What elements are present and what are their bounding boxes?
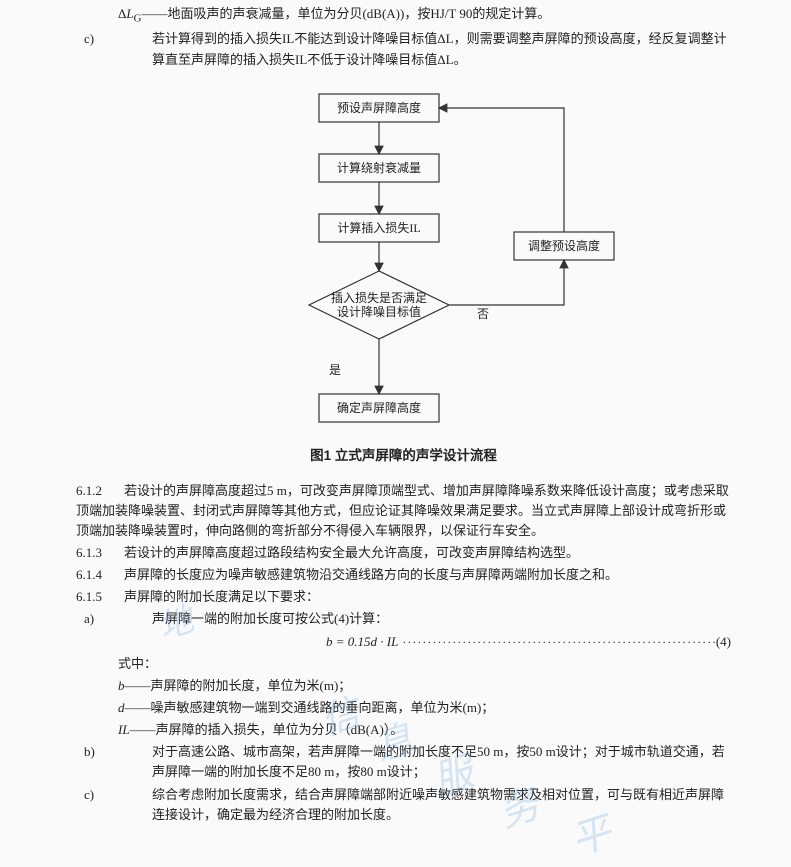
svg-text:预设声屏障高度: 预设声屏障高度 xyxy=(336,100,420,115)
svg-text:确定声屏障高度: 确定声屏障高度 xyxy=(336,400,420,415)
node-adjust-height: 调整预设高度 xyxy=(514,232,614,260)
svg-text:计算绕射衰减量: 计算绕射衰减量 xyxy=(336,160,420,175)
document-page: ΔLG——地面吸声的声衰减量，单位为分贝(dB(A))，按HJ/T 90的规定计… xyxy=(0,0,791,857)
item-615-a: a)声屏障一端的附加长度可按公式(4)计算： xyxy=(152,609,731,629)
formula-expr: b = 0.15d · IL xyxy=(326,632,398,652)
para-6-1-4: 6.1.4声屏障的长度应为噪声敏感建筑物沿交通线路方向的长度与声屏障两端附加长度… xyxy=(76,565,731,585)
node-preset-height: 预设声屏障高度 xyxy=(319,94,439,122)
label-no: 否 xyxy=(477,307,489,321)
formula-4: b = 0.15d · IL ·························… xyxy=(76,632,731,652)
definition-LG: ΔLG——地面吸声的声衰减量，单位为分贝(dB(A))，按HJ/T 90的规定计… xyxy=(118,4,731,27)
def-LG-text: ——地面吸声的声衰减量，单位为分贝(dB(A))，按HJ/T 90的规定计算。 xyxy=(141,6,550,21)
formula-dots: ········································… xyxy=(398,633,715,652)
label-yes: 是 xyxy=(329,363,341,377)
node-decision: 插入损失是否满足 设计降噪目标值 xyxy=(309,271,449,339)
item-615-c: c)综合考虑附加长度需求，结合声屏障端部附近噪声敏感建筑物需求及相对位置，可与既… xyxy=(152,785,731,825)
node-calc-il: 计算插入损失IL xyxy=(319,214,439,242)
where-label: 式中： xyxy=(118,654,731,674)
item-c-text: 若计算得到的插入损失IL不能达到设计降噪目标值ΔL，则需要调整声屏障的预设高度，… xyxy=(152,31,727,66)
edge-4-5 xyxy=(449,260,564,305)
def-d: d——噪声敏感建筑物一端到交通线路的垂向距离，单位为米(m)； xyxy=(118,698,731,718)
para-6-1-5: 6.1.5声屏障的附加长度满足以下要求： xyxy=(76,587,731,607)
def-b: b——声屏障的附加长度，单位为米(m)； xyxy=(118,676,731,696)
item-615-b: b)对于高速公路、城市高架，若声屏障一端的附加长度不足50 m，按50 m设计；… xyxy=(152,742,731,782)
def-il: IL——声屏障的插入损失，单位为分贝（dB(A)）。 xyxy=(118,720,731,740)
var-L: L xyxy=(126,6,133,21)
edge-5-1 xyxy=(439,108,564,232)
item-c-label: c) xyxy=(118,29,152,49)
item-c: c)若计算得到的插入损失IL不能达到设计降噪目标值ΔL，则需要调整声屏障的预设高… xyxy=(152,29,731,69)
svg-text:设计降噪目标值: 设计降噪目标值 xyxy=(336,304,420,319)
formula-number: (4) xyxy=(716,632,731,652)
svg-text:调整预设高度: 调整预设高度 xyxy=(527,238,599,253)
svg-text:计算插入损失IL: 计算插入损失IL xyxy=(337,220,420,235)
svg-text:插入损失是否满足: 插入损失是否满足 xyxy=(330,290,426,305)
para-6-1-3: 6.1.3若设计的声屏障高度超过路段结构安全最大允许高度，可改变声屏障结构选型。 xyxy=(76,543,731,563)
node-calc-diffraction: 计算绕射衰减量 xyxy=(319,154,439,182)
flowchart: 预设声屏障高度 计算绕射衰减量 计算插入损失IL 插入损失是否满足 设计降噪目标… xyxy=(169,84,639,432)
figure-caption: 图1 立式声屏障的声学设计流程 xyxy=(76,446,731,467)
para-6-1-2: 6.1.2若设计的声屏障高度超过5 m，可改变声屏障顶端型式、增加声屏障降噪系数… xyxy=(76,481,731,541)
node-determine-height: 确定声屏障高度 xyxy=(319,394,439,422)
